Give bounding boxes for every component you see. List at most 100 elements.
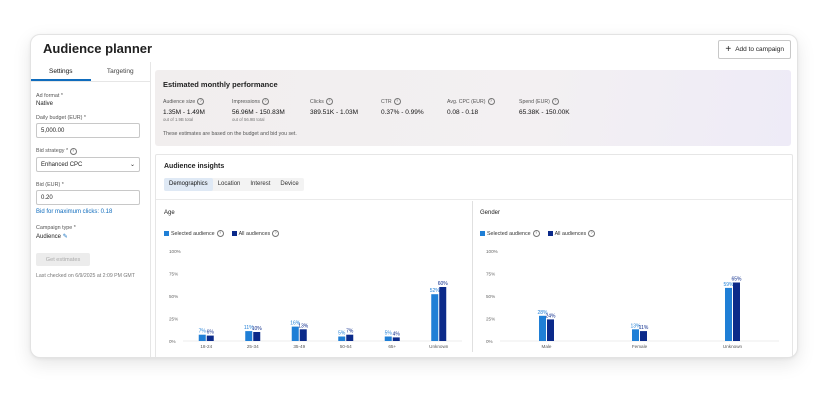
tab-device[interactable]: Device (280, 181, 299, 187)
data-label: 52% (430, 288, 441, 294)
main-content: Estimated monthly performance Audience s… (155, 70, 793, 357)
data-label: 10% (252, 326, 263, 332)
legend-selected: Selected audience? (164, 230, 224, 237)
age-bar-chart: 0%25%50%75%100%7% 6%18-2411%10%25-3416%13… (169, 249, 462, 349)
pencil-icon[interactable]: ✎ (62, 234, 68, 240)
legend-swatch (480, 231, 485, 236)
data-label: 7% (346, 329, 354, 335)
legend-label: Selected audience (487, 230, 531, 237)
chevron-down-icon: ⌄ (129, 162, 135, 168)
x-tick-label: 65+ (388, 344, 396, 349)
metric-spend: Spend (EUR)? 65.38K - 150.00K (519, 98, 570, 116)
help-icon[interactable]: ? (261, 98, 269, 105)
metric-value: 0.37% - 0.99% (381, 109, 424, 116)
metric-label: Impressions (232, 98, 260, 105)
bar (539, 315, 546, 341)
insights-tabs: Demographics Location Interest Device (164, 178, 304, 191)
bar (733, 282, 740, 341)
legend-swatch (164, 231, 169, 236)
x-tick-label: 18-24 (200, 344, 212, 349)
last-checked-text: Last checked on 6/9/2025 at 2:09 PM GMT (36, 273, 135, 279)
data-label: 65% (731, 277, 742, 283)
x-tick-label: Female (632, 344, 648, 349)
divider (472, 201, 473, 352)
divider (156, 199, 792, 200)
bar (346, 334, 354, 341)
x-tick-label: 50-64 (340, 344, 352, 349)
help-icon[interactable]: ? (393, 98, 401, 105)
ad-format-label: Ad format * (36, 93, 63, 99)
bar (392, 337, 400, 341)
get-estimates-button[interactable]: Get estimates (36, 253, 90, 266)
bid-input[interactable]: 0.20 (36, 190, 140, 205)
data-label: 5% (338, 331, 346, 337)
metric-label: Clicks (310, 98, 324, 105)
data-label: 28% (537, 310, 548, 316)
help-icon[interactable]: ? (216, 230, 224, 237)
tab-demographics[interactable]: Demographics (164, 178, 213, 191)
data-label: 16% (290, 321, 301, 327)
daily-budget-label: Daily budget (EUR) * (36, 115, 87, 121)
x-tick-label: Unknown (723, 344, 743, 349)
help-icon[interactable]: ? (532, 230, 540, 237)
bar (725, 287, 732, 341)
metric-label: Avg. CPC (EUR) (447, 98, 486, 105)
metric-label: Spend (EUR) (519, 98, 550, 105)
metric-impressions: Impressions? 56.96M - 150.83M out of 56.… (232, 98, 285, 122)
bid-max-clicks-link[interactable]: Bid for maximum clicks: 0.18 (36, 209, 113, 215)
bar (640, 331, 647, 341)
data-label: 59% (723, 282, 734, 288)
data-label: 4% (393, 331, 401, 337)
bar (291, 326, 299, 341)
y-tick-label: 0% (486, 339, 493, 344)
tab-location[interactable]: Location (217, 181, 241, 187)
bid-value: 0.20 (41, 194, 53, 201)
x-tick-label: Male (542, 344, 552, 349)
metric-sub: out of 56.9B total (232, 117, 265, 122)
bid-strategy-select[interactable]: Enhanced CPC ⌄ (36, 157, 140, 172)
metric-value: 65.38K - 150.00K (519, 109, 570, 116)
help-icon[interactable]: ? (588, 230, 596, 237)
daily-budget-input[interactable]: 5,000.00 (36, 123, 140, 138)
bar (439, 287, 447, 341)
help-icon[interactable]: ? (197, 98, 205, 105)
metric-clicks: Clicks? 389.51K - 1.03M (310, 98, 358, 116)
bar (632, 329, 639, 341)
data-label: 13% (298, 323, 309, 329)
legend-swatch (231, 231, 237, 236)
campaign-type-value: Audience (36, 234, 62, 240)
help-icon[interactable]: ? (325, 98, 333, 105)
audience-planner-window: Audience planner + Add to campaign Setti… (30, 34, 798, 358)
campaign-type-row: Audience ✎ (36, 233, 150, 240)
metric-value: 1.35M - 1.49M (163, 109, 205, 116)
tab-settings[interactable]: Settings (31, 62, 91, 81)
legend-all: All audiences? (231, 230, 280, 237)
legend-label: Selected audience (171, 230, 215, 237)
bar (253, 332, 261, 341)
data-label: 11% (639, 325, 649, 331)
age-chart-title: Age (164, 210, 175, 216)
add-to-campaign-button[interactable]: + Add to campaign (718, 40, 791, 59)
tab-targeting[interactable]: Targeting (106, 68, 134, 75)
help-icon[interactable]: ? (272, 230, 280, 237)
bar (206, 335, 214, 341)
legend-all: All audiences? (547, 230, 596, 237)
help-icon[interactable]: ? (487, 98, 495, 105)
ad-format-value: Native (36, 101, 54, 107)
metric-value: 389.51K - 1.03M (310, 109, 359, 116)
metric-sub: out of 1.9B total (163, 117, 194, 122)
y-tick-label: 0% (169, 339, 176, 344)
x-tick-label: 35-49 (293, 344, 305, 349)
data-label: 60% (438, 281, 449, 287)
legend-swatch (547, 231, 553, 236)
data-label: 13% (630, 323, 641, 329)
help-icon[interactable]: ? (551, 98, 559, 105)
bar (547, 319, 554, 341)
help-icon[interactable]: ? (69, 148, 77, 155)
gender-legend: Selected audience? All audiences? (480, 230, 596, 237)
tab-interest[interactable]: Interest (250, 181, 271, 187)
page-title: Audience planner (43, 41, 153, 56)
bar (338, 336, 346, 341)
insights-title: Audience insights (164, 163, 225, 170)
bid-strategy-label-text: Bid strategy * (36, 148, 69, 154)
